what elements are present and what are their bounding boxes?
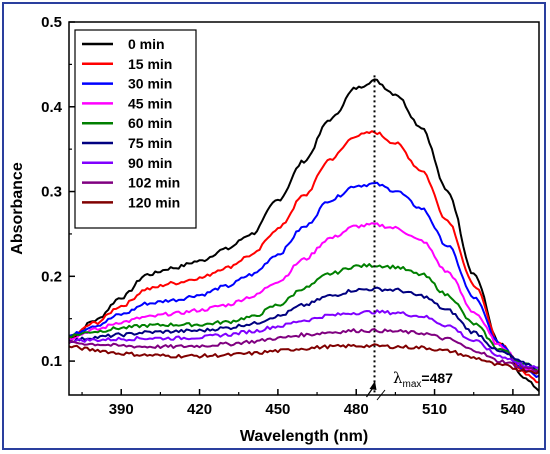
plot-area [68, 21, 540, 396]
axis-ticks: 390 420 450 480 510 540 0.1 0.2 0.3 0.4 0.5 [41, 14, 525, 418]
legend-label-6: 90 min [128, 155, 172, 171]
legend-label-8: 120 min [128, 194, 180, 210]
legend-label-3: 45 min [128, 95, 172, 111]
lambda-max-label: λmax=487 [393, 369, 453, 390]
x-axis-label: Wavelength (nm) [240, 428, 368, 445]
legend-label-1: 15 min [128, 56, 172, 72]
y-axis-label: Absorbance [9, 162, 26, 255]
legend-label-4: 60 min [128, 115, 172, 131]
x-tick-label-3: 480 [344, 401, 369, 418]
legend-label-7: 102 min [128, 175, 180, 191]
y-tick-label-2: 0.3 [41, 184, 62, 201]
series-line-7 [68, 328, 540, 373]
lambda-subscript: max [403, 379, 422, 390]
legend-label-0: 0 min [128, 36, 165, 52]
annotation-arrowhead [369, 381, 377, 390]
legend-label-5: 75 min [128, 135, 172, 151]
legend: 0 min 15 min 30 min 45 min 60 min 75 min 90 mi… [74, 29, 197, 229]
series-line-6 [68, 309, 540, 369]
x-tick-label-2: 450 [265, 401, 290, 418]
series-line-3 [68, 222, 540, 374]
lambda-max-annotation: λmax=487 [366, 369, 453, 401]
annotation-leader [376, 389, 386, 401]
lambda-symbol: λ [393, 369, 403, 387]
legend-label-2: 30 min [128, 76, 172, 92]
x-tick-label-1: 420 [187, 401, 212, 418]
y-tick-label-1: 0.2 [41, 268, 62, 285]
lambda-value: =487 [421, 370, 453, 386]
x-tick-label-0: 390 [109, 401, 134, 418]
series-line-1 [68, 130, 540, 384]
y-tick-label-4: 0.5 [41, 14, 62, 31]
series-line-5 [68, 286, 540, 370]
y-tick-label-0: 0.1 [41, 353, 62, 370]
series-line-4 [68, 263, 540, 373]
series-line-2 [68, 181, 540, 378]
series-line-0 [68, 78, 540, 392]
x-tick-label-4: 510 [422, 401, 447, 418]
series-line-8 [68, 343, 540, 375]
series-layer [68, 78, 540, 392]
y-tick-label-3: 0.4 [41, 99, 63, 116]
annotation-arrow [366, 386, 374, 398]
x-tick-label-5: 540 [500, 401, 525, 418]
